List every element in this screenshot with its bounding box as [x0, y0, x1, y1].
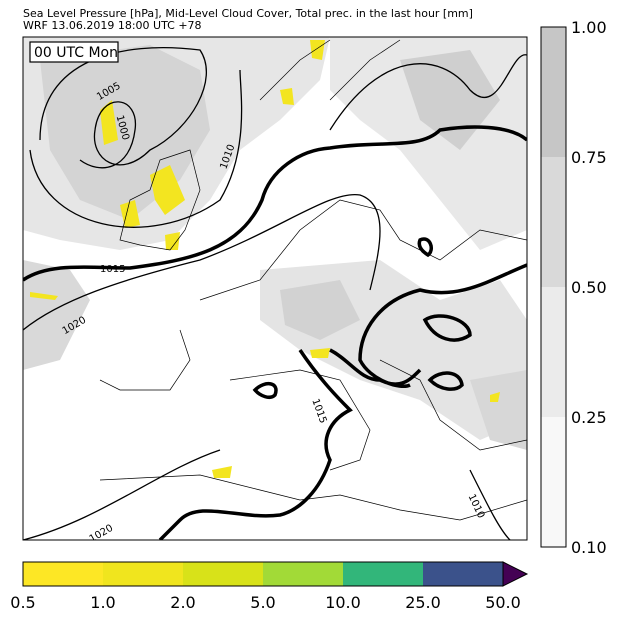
precip-bin: [263, 562, 343, 586]
chart-title: Sea Level Pressure [hPa], Mid-Level Clou…: [23, 7, 473, 20]
precip-tick: 50.0: [485, 593, 521, 612]
precip-bin: [423, 562, 503, 586]
cloud-tick: 0.10: [571, 538, 607, 557]
precip-tick: 1.0: [90, 593, 115, 612]
cloud-bin-0.50-0.75: [541, 157, 566, 287]
time-label: 00 UTC Mon: [34, 45, 118, 61]
precip-bin: [23, 562, 103, 586]
precip-tick: 2.0: [170, 593, 195, 612]
precip-bin: [343, 562, 423, 586]
cloud-bin-0.75-1.00: [541, 27, 566, 157]
cloud-tick: 0.50: [571, 278, 607, 297]
isobars: [23, 47, 527, 540]
time-label-box: [29, 41, 119, 63]
isobar-1015: [23, 125, 527, 540]
cloud-cover-layer: [23, 37, 527, 450]
cloud-tick: 0.75: [571, 148, 607, 167]
cloud-cover-colorbar: 1.00 0.75 0.50 0.25 0.10: [540, 18, 607, 557]
map-frame: [22, 36, 528, 541]
precip-tick: 10.0: [325, 593, 361, 612]
chart-subtitle: WRF 13.06.2019 18:00 UTC +78: [23, 19, 202, 32]
precip-extend-arrow: [502, 561, 529, 587]
precipitation-colorbar: 0.5 1.0 2.0 5.0 10.0 25.0 50.0: [10, 561, 529, 612]
precip-bin: [183, 562, 263, 586]
cloud-bin-0.25-0.50: [541, 287, 566, 417]
isobar-label: 1015: [100, 264, 125, 275]
precip-bin: [103, 562, 183, 586]
coastlines: [99, 39, 527, 521]
precip-tick: 0.5: [10, 593, 35, 612]
cloud-tick: 0.25: [571, 408, 607, 427]
precip-tick: 25.0: [405, 593, 441, 612]
cloud-tick: 1.00: [571, 18, 607, 37]
precip-tick: 5.0: [250, 593, 275, 612]
cloud-bin-0.10-0.25: [541, 417, 566, 547]
map-area: 1005 1000 1010 1015 1020 1015 1010 1020: [23, 37, 527, 540]
